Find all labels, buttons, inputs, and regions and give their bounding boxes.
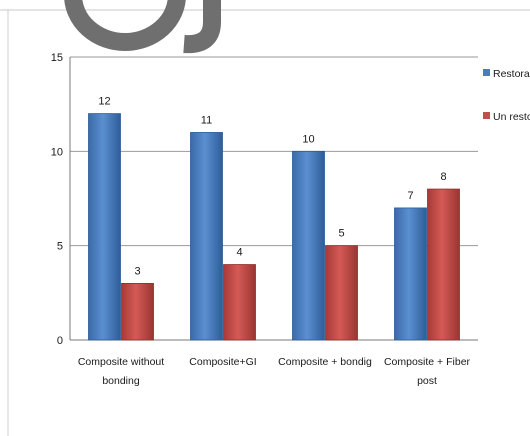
- data-label: 3: [134, 265, 140, 277]
- y-tick-label: 10: [51, 146, 63, 158]
- bar-restorable: [394, 207, 427, 341]
- legend-label: Un restorable: [493, 111, 530, 123]
- bar-unrestorable: [427, 188, 460, 341]
- data-label: 10: [302, 133, 314, 145]
- x-tick-label-line: bonding: [102, 375, 140, 387]
- data-label: 5: [338, 228, 344, 240]
- data-label: 8: [440, 171, 446, 183]
- data-label: 12: [98, 96, 110, 108]
- x-tick-label: Composite + bondig: [278, 356, 372, 368]
- y-tick-label: 0: [57, 335, 63, 347]
- data-label: 11: [201, 114, 212, 126]
- x-axis-labels: Composite without bonding Composite+GI Comp…: [78, 356, 471, 387]
- legend-label: Restorabl: [493, 68, 530, 80]
- bar-restorable: [88, 113, 121, 341]
- x-tick-label: Composite+GI: [189, 356, 256, 368]
- legend-swatch: [483, 69, 490, 76]
- watermark-logo: [64, 0, 221, 54]
- bar-restorable: [190, 132, 223, 341]
- x-tick-label: Composite + Fiber post: [384, 356, 471, 387]
- x-tick-label-line: Composite + bondig: [278, 356, 372, 368]
- legend-swatch: [483, 112, 490, 119]
- data-label: 4: [236, 247, 242, 259]
- y-tick-label: 5: [57, 241, 63, 253]
- bar-unrestorable: [223, 264, 256, 341]
- bar-unrestorable: [325, 245, 358, 341]
- x-tick-label-line: Composite+GI: [189, 356, 256, 368]
- x-tick-label-line: Composite + Fiber: [384, 356, 471, 368]
- plot-area: 0 5 10 15 12 3 11 4 10 5 7 8: [51, 52, 478, 347]
- x-tick-label: Composite without bonding: [78, 356, 164, 387]
- legend: Restorabl Un restorable: [483, 68, 530, 123]
- x-tick-label-line: post: [417, 375, 437, 387]
- x-tick-label-line: Composite without: [78, 356, 164, 368]
- bar-unrestorable: [121, 282, 154, 341]
- bar-restorable: [292, 150, 325, 341]
- data-label: 7: [407, 190, 413, 202]
- y-tick-label: 15: [51, 52, 63, 64]
